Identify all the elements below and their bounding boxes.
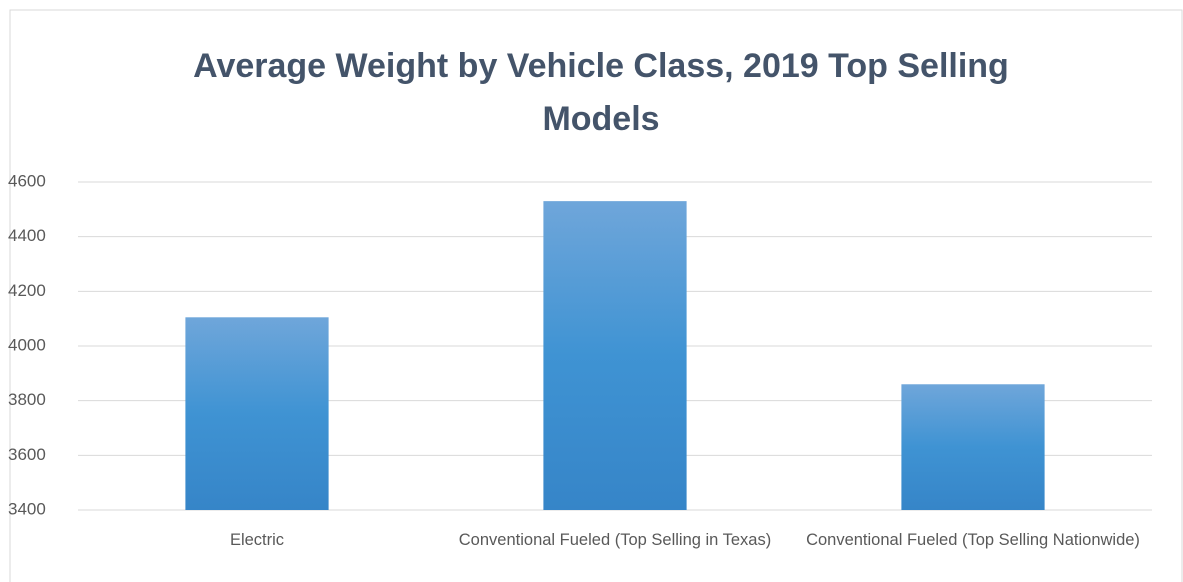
x-tick-label: Conventional Fueled (Top Selling in Texa… [458, 531, 772, 549]
bar [543, 201, 687, 510]
x-tick-label: Conventional Fueled (Top Selling Nationw… [806, 531, 1140, 549]
y-tick-label: 3800 [8, 390, 46, 409]
x-tick-label: Electric [229, 531, 285, 549]
y-tick-label: 3600 [8, 445, 46, 464]
y-tick-label: 3400 [8, 499, 46, 518]
y-tick-label: 4200 [8, 281, 46, 300]
chart-title: Average Weight by Vehicle Class, 2019 To… [193, 47, 1009, 138]
bar [901, 384, 1045, 510]
chart-border [9, 9, 1183, 582]
y-tick-label: 4600 [8, 171, 46, 190]
y-tick-label: 4000 [8, 335, 46, 354]
bar [185, 317, 329, 510]
y-tick-label: 4400 [8, 226, 46, 245]
